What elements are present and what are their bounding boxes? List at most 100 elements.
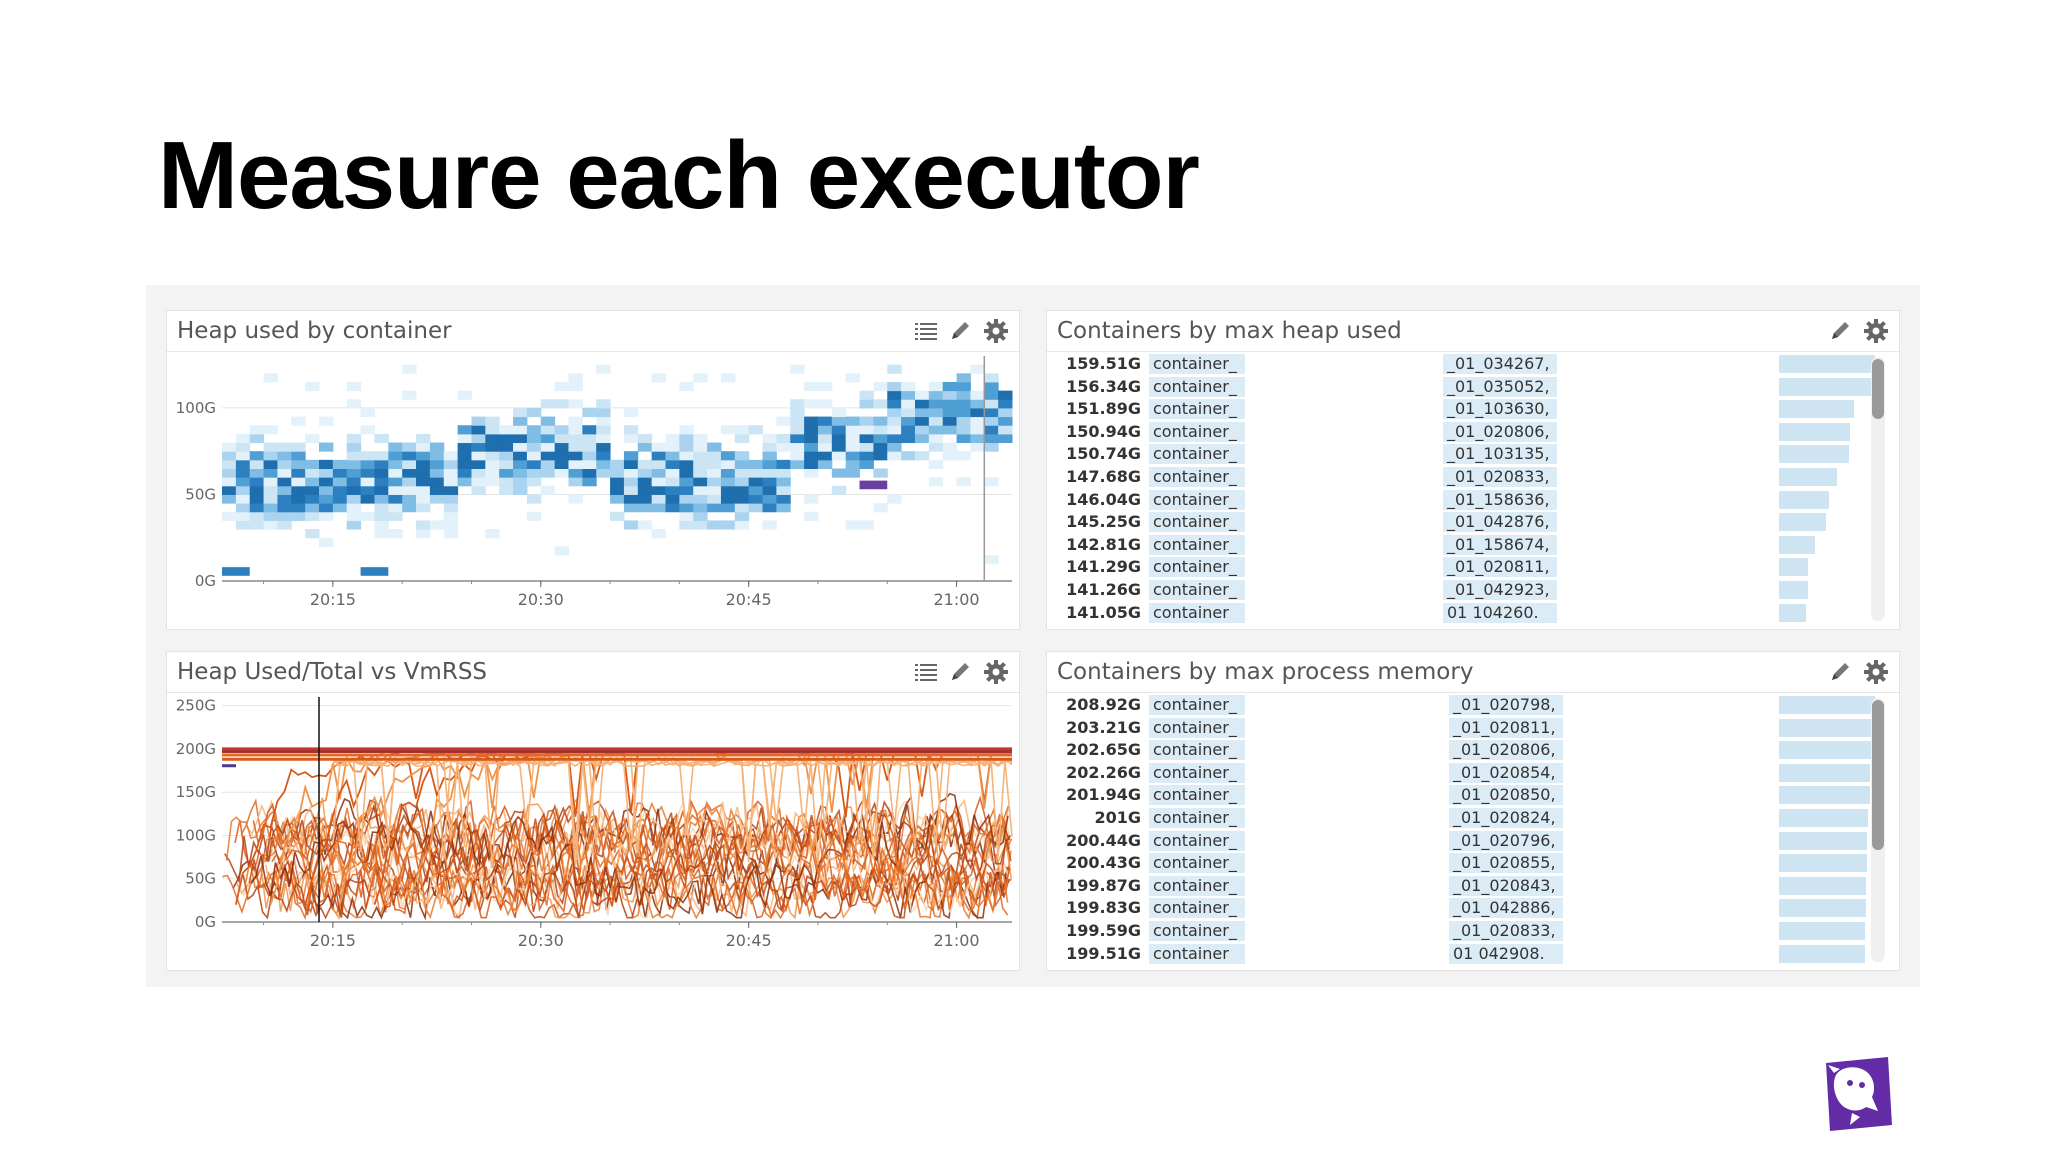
pencil-icon[interactable]	[947, 318, 973, 344]
toplist-row[interactable]: 141.05G container 01 104260.	[1057, 602, 1889, 625]
toplist-row[interactable]: 151.89G container_ _01_103630,	[1057, 398, 1889, 421]
heatmap-cell	[319, 537, 334, 547]
heatmap-cell	[388, 477, 403, 487]
heatmap-cell	[623, 468, 639, 478]
heatmap-cell	[984, 381, 999, 392]
scrollbar-thumb[interactable]	[1872, 700, 1884, 850]
toplist-row[interactable]: 147.68G container_ _01_020833,	[1057, 466, 1889, 489]
scrollbar-thumb[interactable]	[1872, 359, 1884, 419]
row-value: 156.34G	[1066, 376, 1141, 396]
toplist-row[interactable]: 201G container_ _01_020824,	[1057, 807, 1889, 830]
row-container-tag: container_	[1153, 807, 1237, 827]
pencil-icon[interactable]	[947, 659, 973, 685]
heatmap-cell	[249, 511, 265, 521]
heatmap-cell	[346, 451, 362, 461]
heatmap-cell	[873, 381, 888, 392]
heatmap-cell	[388, 442, 403, 452]
rss-series-line	[252, 800, 1011, 919]
toplist-row[interactable]: 208.92G container_ _01_020798,	[1057, 694, 1889, 717]
heatmap-cell	[429, 451, 445, 461]
heatmap-cell	[956, 416, 971, 426]
toplist-row[interactable]: 145.25G container_ _01_042876,	[1057, 511, 1889, 534]
toplist-row[interactable]: 199.51G container 01 042908.	[1057, 943, 1889, 966]
list-icon[interactable]	[913, 318, 939, 344]
heatmap-cell	[416, 520, 431, 530]
heatmap-cell	[610, 485, 625, 495]
tag-highlight	[1149, 807, 1245, 828]
heatmap-cell	[416, 494, 431, 504]
gear-icon[interactable]	[983, 659, 1009, 685]
heatmap-cell	[499, 433, 514, 444]
toplist-row[interactable]: 199.59G container_ _01_020833,	[1057, 920, 1889, 943]
heatmap-cell	[665, 477, 680, 487]
heatmap-cell	[457, 442, 472, 452]
gear-icon[interactable]	[1863, 659, 1889, 685]
toplist-row[interactable]: 199.87G container_ _01_020843,	[1057, 875, 1889, 898]
heatmap-cell	[346, 433, 362, 444]
toplist-row[interactable]: 201.94G container_ _01_020850,	[1057, 784, 1889, 807]
heatmap-cell	[263, 520, 278, 530]
toplist-row[interactable]: 203.21G container_ _01_020811,	[1057, 717, 1889, 740]
toplist-row[interactable]: 142.81G container_ _01_158674,	[1057, 534, 1889, 557]
gear-icon[interactable]	[983, 318, 1009, 344]
heatmap-cell	[928, 407, 944, 418]
heatmap-cell	[554, 425, 569, 435]
row-container-tag: container_	[1153, 557, 1237, 577]
toplist-row[interactable]: 141.26G container_ _01_042923,	[1057, 579, 1889, 602]
heatmap-cell	[693, 485, 708, 495]
toplist-row[interactable]: 156.34G container_ _01_035052,	[1057, 376, 1889, 399]
heatmap-cell	[748, 459, 764, 469]
heatmap-cell	[693, 433, 708, 444]
pencil-icon[interactable]	[1827, 318, 1853, 344]
row-container-id: _01_042886,	[1453, 898, 1556, 918]
heatmap-cell	[998, 399, 1013, 409]
toplist-row[interactable]: 202.65G container_ _01_020806,	[1057, 739, 1889, 762]
row-value: 199.51G	[1066, 943, 1141, 963]
heatmap-cell	[249, 520, 265, 530]
heatmap-cell	[249, 425, 265, 435]
heatmap-cell	[748, 485, 764, 495]
heatmap-cell	[928, 459, 944, 469]
toplist-row[interactable]: 202.26G container_ _01_020854,	[1057, 762, 1889, 785]
heatmap-cell	[942, 425, 958, 435]
heatmap-cell	[790, 399, 805, 409]
toplist-row[interactable]: 200.43G container_ _01_020855,	[1057, 852, 1889, 875]
heatmap-cell	[762, 503, 777, 513]
row-value: 202.26G	[1066, 762, 1141, 782]
scrollbar[interactable]	[1871, 357, 1885, 621]
heatmap-cell	[845, 520, 861, 530]
heatmap-cell	[540, 425, 556, 435]
toplist-row[interactable]: 200.44G container_ _01_020796,	[1057, 830, 1889, 853]
heatmap-cell	[623, 459, 639, 469]
heatmap-cell	[901, 433, 916, 444]
heatmap-cell	[665, 468, 680, 478]
heatmap-cell	[623, 485, 639, 495]
heatmap-cell	[443, 451, 459, 461]
heatmap-cell	[637, 477, 653, 487]
heatmap-cell	[332, 468, 348, 478]
heatmap-cell	[845, 442, 861, 452]
heatmap-cell	[457, 433, 472, 444]
toplist-row[interactable]: 159.51G container_ _01_034267,	[1057, 353, 1889, 376]
toplist-row[interactable]: 141.29G container_ _01_020811,	[1057, 556, 1889, 579]
gear-icon[interactable]	[1863, 318, 1889, 344]
heatmap-cell	[416, 451, 431, 461]
list-icon[interactable]	[913, 659, 939, 685]
toplist-row[interactable]: 150.74G container_ _01_103135,	[1057, 443, 1889, 466]
heatmap-cell	[651, 373, 667, 383]
pencil-icon[interactable]	[1827, 659, 1853, 685]
toplist-row[interactable]: 199.83G container_ _01_042886,	[1057, 897, 1889, 920]
scrollbar[interactable]	[1871, 698, 1885, 962]
heatmap-cell	[346, 468, 362, 478]
row-value: 141.26G	[1066, 579, 1141, 599]
heatmap-cell	[914, 390, 930, 400]
heatmap-cell	[540, 451, 556, 461]
x-tick-label: 21:00	[934, 931, 980, 950]
max-heap-toplist: 159.51G container_ _01_034267, 156.34G conta…	[1057, 353, 1889, 625]
heatmap-cell	[402, 364, 417, 374]
toplist-row[interactable]: 150.94G container_ _01_020806,	[1057, 421, 1889, 444]
heatmap-cell	[651, 451, 667, 461]
heatmap-cell	[471, 459, 486, 469]
toplist-row[interactable]: 146.04G container_ _01_158636,	[1057, 489, 1889, 512]
heatmap-cell	[582, 442, 597, 452]
